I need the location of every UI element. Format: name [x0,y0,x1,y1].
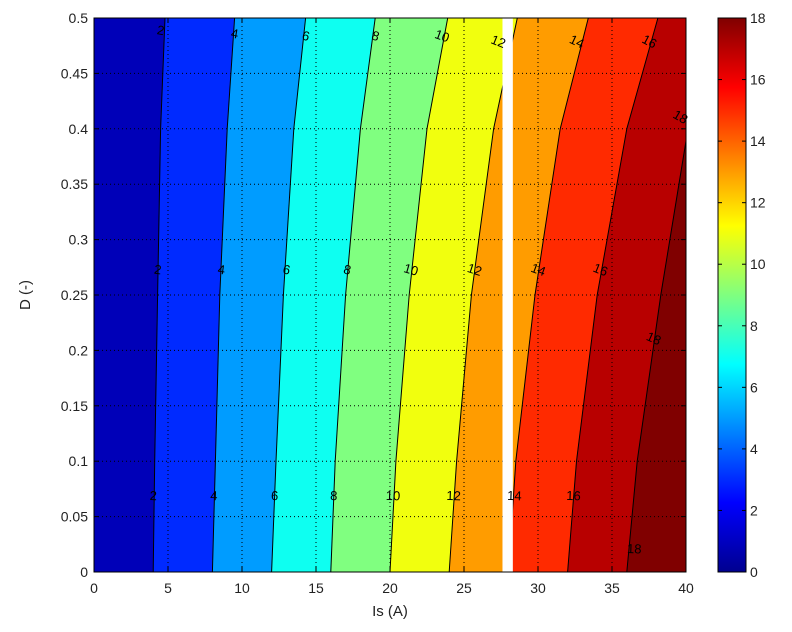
x-tick-label: 15 [308,580,324,596]
contour-label: 10 [402,260,420,278]
x-tick-label: 30 [530,580,546,596]
colorbar-tick-label: 4 [750,441,758,457]
colorbar-tick-label: 14 [750,133,766,149]
y-tick-label: 0.45 [61,65,88,81]
contour-label: 2 [156,22,166,38]
y-tick-label: 0.1 [69,453,89,469]
contour-label: 4 [217,262,226,278]
contour-lines [152,18,686,572]
contour-label: 8 [330,488,338,503]
contour-label: 10 [386,488,401,503]
contour-label: 6 [300,28,311,44]
contour-label: 6 [271,488,279,503]
x-tick-label: 25 [456,580,472,596]
y-tick-label: 0 [80,564,88,580]
colorbar-tick-label: 10 [750,256,766,272]
colorbar-tick-label: 16 [750,72,766,88]
contour-line [567,18,659,572]
colorbar-tick-label: 6 [750,379,758,395]
contour-line [626,140,686,572]
contour-line [271,18,307,572]
colorbar: 0 2 4 6 8 10 12 14 16 18 [717,10,766,580]
colorbar-tick-label: 18 [750,10,766,26]
contour-line [507,18,589,572]
contour-label: 14 [567,32,586,52]
contour-line [389,18,449,572]
y-tick-label: 0.5 [69,10,89,26]
contour-label: 14 [507,488,522,503]
x-tick-label: 5 [164,580,172,596]
y-axis-ticks: 0 0.05 0.1 0.15 0.2 0.25 0.3 0.35 0.4 0.45 0.5 [61,10,686,580]
colorbar-ticks: 0 2 4 6 8 10 12 14 16 18 [718,10,766,580]
contour-label: 10 [433,26,452,45]
contour-label: 12 [446,488,461,503]
contour-label: 12 [465,260,483,279]
colorbar-tick-label: 2 [750,502,758,518]
y-tick-label: 0.4 [69,121,89,137]
contour-label: 16 [640,31,660,51]
contour-label: 4 [230,26,240,42]
contour-label: 18 [644,329,663,349]
colorbar-tick-label: 12 [750,195,766,211]
contour-label: 16 [566,488,581,503]
x-tick-label: 20 [382,580,398,596]
y-tick-label: 0.2 [69,342,89,358]
colorbar-gradient [717,17,747,573]
y-tick-label: 0.05 [61,509,88,525]
contour-label: 14 [529,260,548,279]
gap-strip [502,18,513,572]
plot-area: 2 4 6 8 10 12 14 16 18 2 4 6 8 10 12 14 16 18 2 4 6 8 10 12 14 16… [93,17,691,573]
contour-label: 2 [149,488,157,503]
colorbar-tick-label: 0 [750,564,758,580]
contour-line [211,18,236,572]
contour-line [152,18,166,572]
y-tick-label: 0.25 [61,287,88,303]
y-axis-label: D (-) [17,280,34,310]
x-axis-label: Is (A) [372,603,408,620]
x-tick-label: 10 [234,580,250,596]
contour-label: 18 [627,541,642,556]
x-tick-label: 35 [604,580,620,596]
contour-label: 8 [370,28,382,45]
contour-line [448,18,518,572]
y-tick-label: 0.35 [61,176,88,192]
contour-label: 4 [210,488,218,503]
contour-line [330,18,376,572]
contour-label: 12 [489,32,508,51]
contour-label: 16 [591,260,610,279]
colorbar-tick-label: 8 [750,318,758,334]
y-tick-label: 0.15 [61,398,88,414]
contour-label: 8 [342,261,353,277]
contour-label: 2 [153,262,162,278]
grid-lines [94,18,686,572]
contour-label: 6 [282,261,292,277]
y-tick-label: 0.3 [69,232,89,248]
x-axis-ticks: 0 5 10 15 20 25 30 35 40 [90,18,694,596]
x-tick-label: 40 [678,580,694,596]
x-tick-label: 0 [90,580,98,596]
discontinuity-gap [502,18,513,572]
